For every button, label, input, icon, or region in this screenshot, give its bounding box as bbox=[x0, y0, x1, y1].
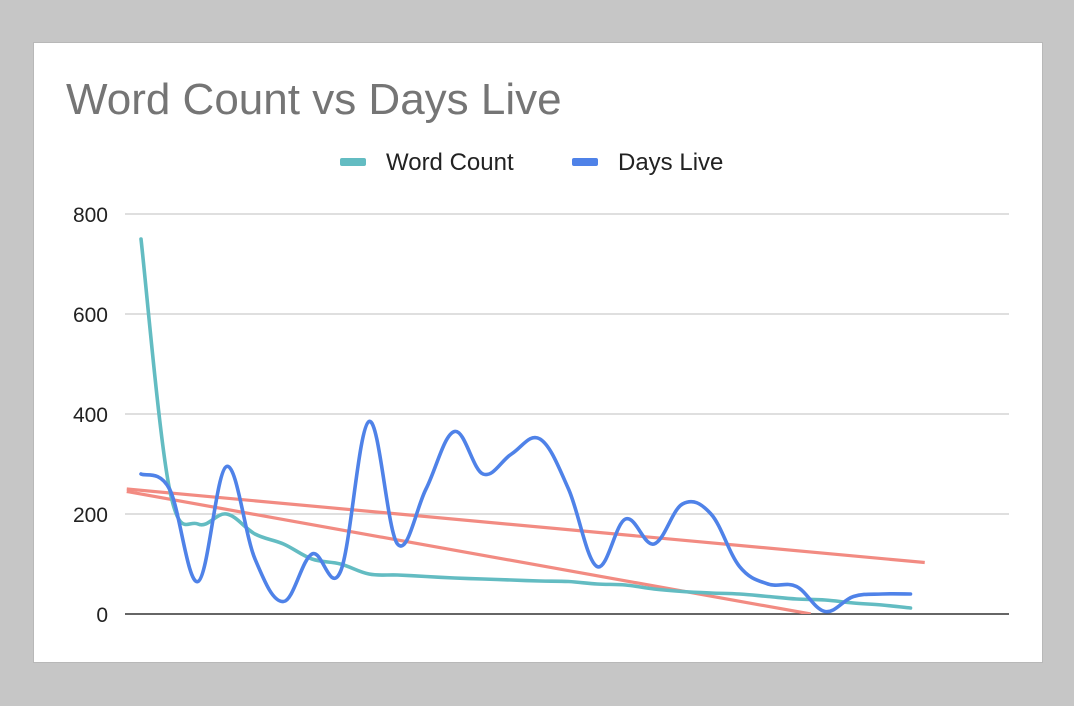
legend-label-days-live: Days Live bbox=[618, 149, 723, 176]
line-chart: 0 200 400 600 800 Word Count Days Live bbox=[73, 149, 1009, 627]
y-tick-label-400: 400 bbox=[73, 404, 108, 427]
gridlines bbox=[125, 213, 1009, 615]
y-tick-label-600: 600 bbox=[73, 304, 108, 327]
trendline-1 bbox=[126, 487, 925, 565]
y-axis-ticks: 0 200 400 600 800 bbox=[73, 204, 108, 627]
y-tick-label-0: 0 bbox=[96, 604, 108, 627]
legend: Word Count Days Live bbox=[340, 149, 723, 176]
series-lines bbox=[139, 237, 913, 614]
chart-card: Word Count vs Days Live 0 200 400 600 800 Wo… bbox=[34, 43, 1042, 662]
chart-title: Word Count vs Days Live bbox=[66, 75, 562, 124]
series-line-days-live bbox=[139, 419, 913, 614]
legend-label-word-count: Word Count bbox=[386, 149, 514, 176]
legend-swatch-word-count bbox=[340, 158, 366, 166]
series-line-word-count bbox=[139, 237, 913, 610]
y-tick-label-800: 800 bbox=[73, 204, 108, 227]
y-tick-label-200: 200 bbox=[73, 504, 108, 527]
legend-swatch-days-live bbox=[572, 158, 598, 166]
